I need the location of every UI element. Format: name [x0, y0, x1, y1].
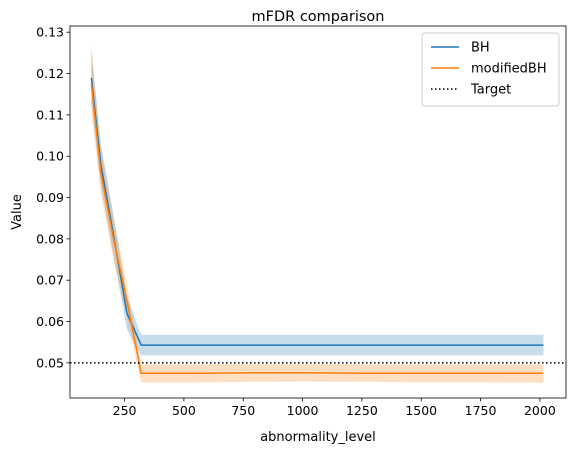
- y-tick-label: 0.07: [36, 273, 64, 288]
- x-tick-label: 750: [231, 403, 255, 418]
- legend-label-0: BH: [471, 41, 490, 56]
- x-tick-label: 1500: [405, 403, 437, 418]
- chart-title: mFDR comparison: [252, 9, 385, 25]
- y-tick-label: 0.06: [36, 314, 64, 329]
- x-tick-label: 1750: [465, 403, 497, 418]
- y-tick-label: 0.08: [36, 231, 64, 246]
- legend: BH modifiedBH Target: [421, 32, 560, 107]
- y-tick-label: 0.12: [36, 66, 64, 81]
- y-tick-label: 0.05: [36, 355, 64, 370]
- x-axis-label: abnormality_level: [260, 430, 376, 445]
- y-axis-ticks: 0.05 0.06 0.07 0.08 0.09 0.10 0.11 0.12 0.13: [36, 25, 70, 370]
- confidence-band-0: [91, 50, 544, 356]
- x-axis-ticks: 250 500 750 1000 1250 1500 1750 2000: [113, 398, 556, 418]
- plot-frame: [69, 25, 567, 399]
- series-lines: [90, 77, 544, 374]
- legend-label-1: modifiedBH: [471, 62, 547, 77]
- series-line-1: [90, 83, 544, 374]
- legend-label-2: Target: [470, 83, 511, 98]
- y-tick-label: 0.09: [36, 190, 64, 205]
- x-tick-label: 1000: [287, 403, 319, 418]
- legend-box: [421, 32, 560, 107]
- x-tick-label: 250: [113, 403, 137, 418]
- series-line-0: [90, 77, 544, 346]
- y-axis-label: Value: [10, 194, 25, 230]
- x-tick-label: 2000: [524, 403, 556, 418]
- y-tick-label: 0.13: [36, 25, 64, 40]
- y-tick-label: 0.11: [36, 107, 64, 122]
- y-tick-label: 0.10: [36, 149, 64, 164]
- x-tick-label: 1250: [346, 403, 378, 418]
- x-tick-label: 500: [172, 403, 196, 418]
